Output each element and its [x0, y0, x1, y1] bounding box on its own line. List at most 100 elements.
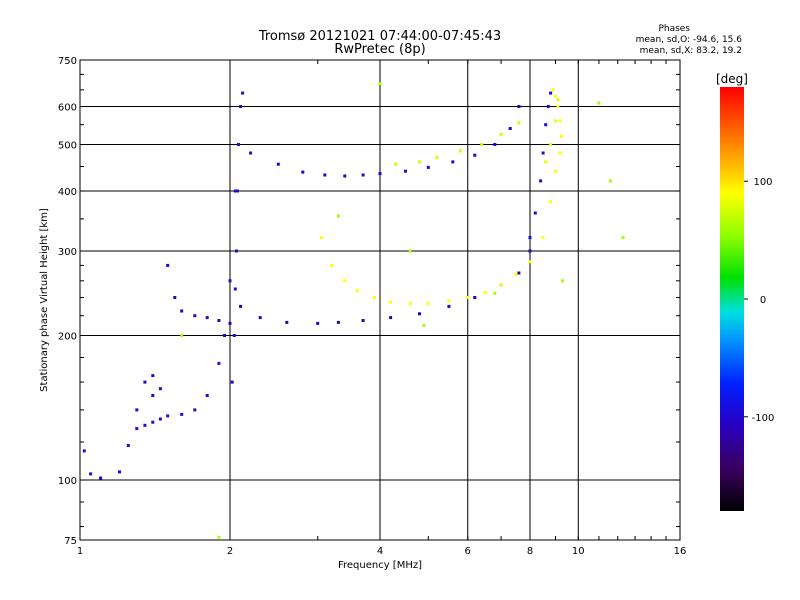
y-tick-label: 75 [64, 536, 77, 547]
echo-point [493, 143, 497, 146]
echo-point [361, 319, 365, 322]
echo-point [597, 101, 601, 105]
echo-point [126, 444, 130, 447]
echo-point [621, 236, 625, 240]
echo-point [237, 143, 240, 146]
echo-point [232, 334, 236, 337]
echo-point [373, 296, 376, 299]
echo-point [285, 320, 289, 324]
echo-point [217, 319, 221, 322]
echo-point [233, 189, 237, 193]
colorbar-tick-label: 100 [753, 177, 772, 188]
echo-point [378, 172, 382, 176]
phase-colorbar [720, 87, 744, 511]
echo-point [323, 173, 327, 177]
colorbar-tick-label: 0 [760, 295, 766, 306]
echo-point [180, 334, 184, 337]
echo-point [355, 289, 359, 293]
echo-point [422, 323, 426, 327]
x-tick-label: 10 [572, 546, 585, 557]
echo-point [466, 296, 470, 299]
echo-point [544, 160, 548, 164]
echo-point [143, 423, 147, 427]
echo-point [549, 200, 553, 204]
echo-point [135, 427, 139, 431]
stats-x-mode: mean, sd,X: 83.2, 19.2 [640, 46, 742, 56]
echo-point [205, 316, 209, 320]
echo-point [180, 309, 184, 313]
echo-point [517, 271, 521, 275]
echo-point [151, 394, 155, 397]
echo-point [499, 283, 503, 287]
echo-point [549, 143, 553, 146]
y-tick-label: 100 [58, 476, 77, 487]
echo-point [539, 179, 543, 183]
echo-point [173, 296, 177, 299]
x-tick-label: 6 [465, 546, 471, 557]
echo-point [558, 151, 562, 155]
echo-point [389, 300, 393, 304]
colorbar-tick-label: -100 [752, 413, 775, 424]
echo-point [451, 160, 455, 164]
colorbar-label: [deg] [716, 72, 748, 86]
echo-point [193, 314, 197, 318]
echo-point [89, 472, 93, 476]
echo-point [458, 149, 462, 153]
chart-subtitle: RwPretec (8p) [334, 42, 425, 57]
echo-point [143, 380, 147, 384]
echo-point [517, 105, 521, 108]
echo-point [158, 417, 162, 421]
echo-point [336, 320, 340, 324]
echo-point [551, 88, 555, 92]
echo-point [528, 236, 532, 240]
y-tick-label: 300 [58, 247, 77, 258]
echo-point [473, 153, 477, 157]
x-tick-label: 16 [674, 546, 687, 557]
echo-point [217, 361, 221, 365]
echo-point [228, 279, 232, 283]
echo-point [517, 121, 521, 125]
y-tick-label: 600 [58, 103, 77, 114]
y-tick-label: 750 [58, 56, 77, 67]
y-tick-label: 500 [58, 141, 77, 152]
echo-point [180, 412, 184, 416]
echo-point [418, 312, 421, 316]
echo-point [343, 279, 347, 283]
chart-title: Tromsø 20121021 07:44:00-07:45:43 [258, 29, 501, 44]
echo-point [82, 449, 86, 453]
echo-point [404, 169, 407, 173]
echo-point [533, 211, 537, 215]
echo-point [118, 470, 121, 474]
echo-point [239, 304, 243, 308]
echo-point [554, 169, 557, 173]
echo-point [418, 160, 421, 164]
echo-point [483, 290, 487, 294]
echo-point [151, 374, 155, 378]
echo-point [556, 105, 560, 108]
echo-point [249, 151, 253, 155]
echo-point [151, 420, 155, 424]
echo-point [508, 127, 512, 130]
x-tick-label: 4 [377, 546, 383, 557]
echo-point [546, 105, 550, 108]
echo-point [241, 91, 245, 95]
echo-point [166, 263, 170, 267]
echo-point [473, 296, 477, 299]
stats-heading: Phases [658, 24, 690, 34]
echo-point [378, 82, 382, 85]
x-tick-label: 1 [77, 546, 83, 557]
echo-point [541, 236, 545, 240]
echo-point [158, 387, 162, 391]
echo-point [389, 316, 393, 320]
echo-point [228, 321, 232, 325]
echo-point [528, 260, 532, 264]
echo-point [408, 302, 412, 306]
x-tick-label: 2 [227, 546, 233, 557]
echo-point [480, 143, 484, 146]
echo-point [230, 380, 234, 384]
echo-point [361, 173, 365, 177]
echo-point [514, 273, 518, 276]
echo-point [343, 174, 347, 178]
echo-point [561, 279, 565, 283]
echo-point [99, 476, 103, 480]
